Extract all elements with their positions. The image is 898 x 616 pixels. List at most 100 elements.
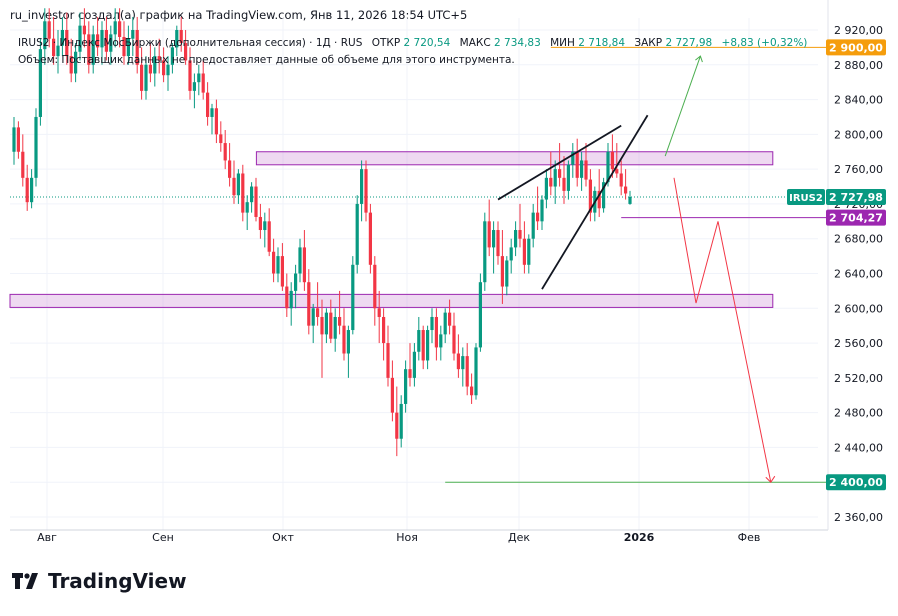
symbol-tag-text: IRUS2 (789, 193, 823, 204)
candle-body (624, 186, 628, 194)
candle-body (302, 247, 306, 283)
tradingview-logo-text: TradingView (48, 569, 187, 593)
candle-body (43, 21, 47, 50)
candle-body (192, 82, 196, 91)
y-tick-label: 2 880,00 (834, 59, 883, 72)
candle-body (12, 127, 16, 152)
y-tick-label: 2 520,00 (834, 372, 883, 385)
tradingview-logo[interactable]: TradingView (12, 569, 187, 593)
y-tick-label: 2 680,00 (834, 233, 883, 246)
candle-body (390, 377, 394, 413)
x-tick-label: Ноя (396, 531, 418, 544)
projection-down-line (673, 177, 772, 483)
candle-body (69, 56, 73, 74)
candle-body (241, 173, 245, 213)
candle-body (434, 316, 438, 348)
candle-body (360, 169, 364, 204)
candle-body (509, 247, 513, 261)
legend-high: 2 734,83 (494, 37, 541, 49)
svg-text:IRUS2 · Индекс МосБиржи (допол: IRUS2 · Индекс МосБиржи (дополнительная … (18, 37, 807, 49)
candle-body (584, 160, 588, 180)
candle-body (254, 186, 258, 217)
y-tick-label: 2 360,00 (834, 511, 883, 524)
candle-body (197, 73, 201, 83)
price-labels: 2 900,00 2 727,98 IRUS2 2 704,27 2 400,00 (787, 39, 886, 491)
candle-body (408, 369, 412, 378)
x-axis[interactable]: Авг Сен Окт Ноя Дек 2026 Фев (37, 531, 760, 544)
tradingview-logo-icon (12, 573, 38, 589)
candle-body (364, 169, 368, 213)
candle-body (38, 49, 42, 117)
candle-body (153, 56, 157, 74)
y-tick-label: 2 760,00 (834, 163, 883, 176)
candle-body (100, 30, 104, 48)
candle-body (483, 221, 487, 283)
candle-body (544, 177, 548, 200)
candle-body (113, 21, 117, 35)
candle-body (236, 173, 240, 196)
candle-body (500, 256, 504, 287)
candle-body (355, 203, 359, 265)
volume-note: Объем: Поставщик данных не предоставляет… (18, 54, 515, 66)
candle-body (610, 151, 614, 170)
candle-body (60, 30, 64, 46)
levels (445, 46, 828, 483)
wedge-line (497, 124, 622, 201)
candle-body (228, 160, 232, 178)
candle-body (320, 316, 324, 335)
candle-body (87, 34, 91, 65)
candle-body (214, 108, 218, 135)
candle-body (285, 286, 289, 309)
legend: IRUS2 · Индекс МосБиржи (дополнительная … (18, 37, 807, 66)
candle-body (461, 356, 465, 370)
x-tick-label: Дек (508, 531, 530, 544)
candle-body (421, 330, 425, 361)
candle-body (628, 196, 632, 204)
price-label-box (826, 39, 886, 56)
candle-body (580, 160, 584, 178)
candle-body (386, 343, 390, 378)
legend-high-label: МАКС (460, 37, 491, 49)
y-tick-label: 2 440,00 (834, 441, 883, 454)
y-tick-label: 2 920,00 (834, 24, 883, 37)
candle-body (294, 273, 298, 291)
candle-body (487, 221, 491, 248)
candle-body (157, 56, 161, 61)
chart-attribution: ru_investor создал(а) график на TradingV… (10, 8, 468, 22)
candle-body (329, 312, 333, 339)
price-label-text: 2 727,98 (829, 191, 883, 204)
candle-body (21, 151, 25, 178)
grid (10, 0, 829, 531)
candle-body (280, 256, 284, 287)
x-tick-label: Сен (152, 531, 174, 544)
projection-up-arrowhead (695, 55, 703, 63)
candle-body (82, 25, 86, 35)
price-label-text: 2 900,00 (829, 41, 883, 54)
candle-body (597, 190, 601, 209)
y-axis[interactable]: 2 920,00 2 880,00 2 840,00 2 800,00 2 760,00… (834, 24, 883, 524)
candle-body (206, 92, 210, 117)
candle-body (307, 282, 311, 326)
candle-body (135, 30, 139, 65)
candle-body (170, 47, 174, 65)
candle-body (351, 264, 355, 331)
candle-body (562, 177, 566, 191)
candle-body (263, 221, 267, 231)
candle-body (258, 216, 262, 231)
candle-body (188, 60, 192, 91)
candle-body (465, 356, 469, 387)
candle-body (34, 116, 38, 178)
candle-body (245, 202, 249, 213)
candle-body (219, 134, 223, 144)
y-tick-label: 2 800,00 (834, 128, 883, 141)
legend-low: 2 718,84 (578, 37, 625, 49)
candle-body (549, 177, 553, 187)
candle-body (65, 30, 69, 57)
candle-body (470, 386, 474, 396)
price-label-box (826, 474, 886, 491)
candle-body (474, 347, 478, 396)
candle-body (430, 316, 434, 331)
candle-body (478, 282, 482, 348)
